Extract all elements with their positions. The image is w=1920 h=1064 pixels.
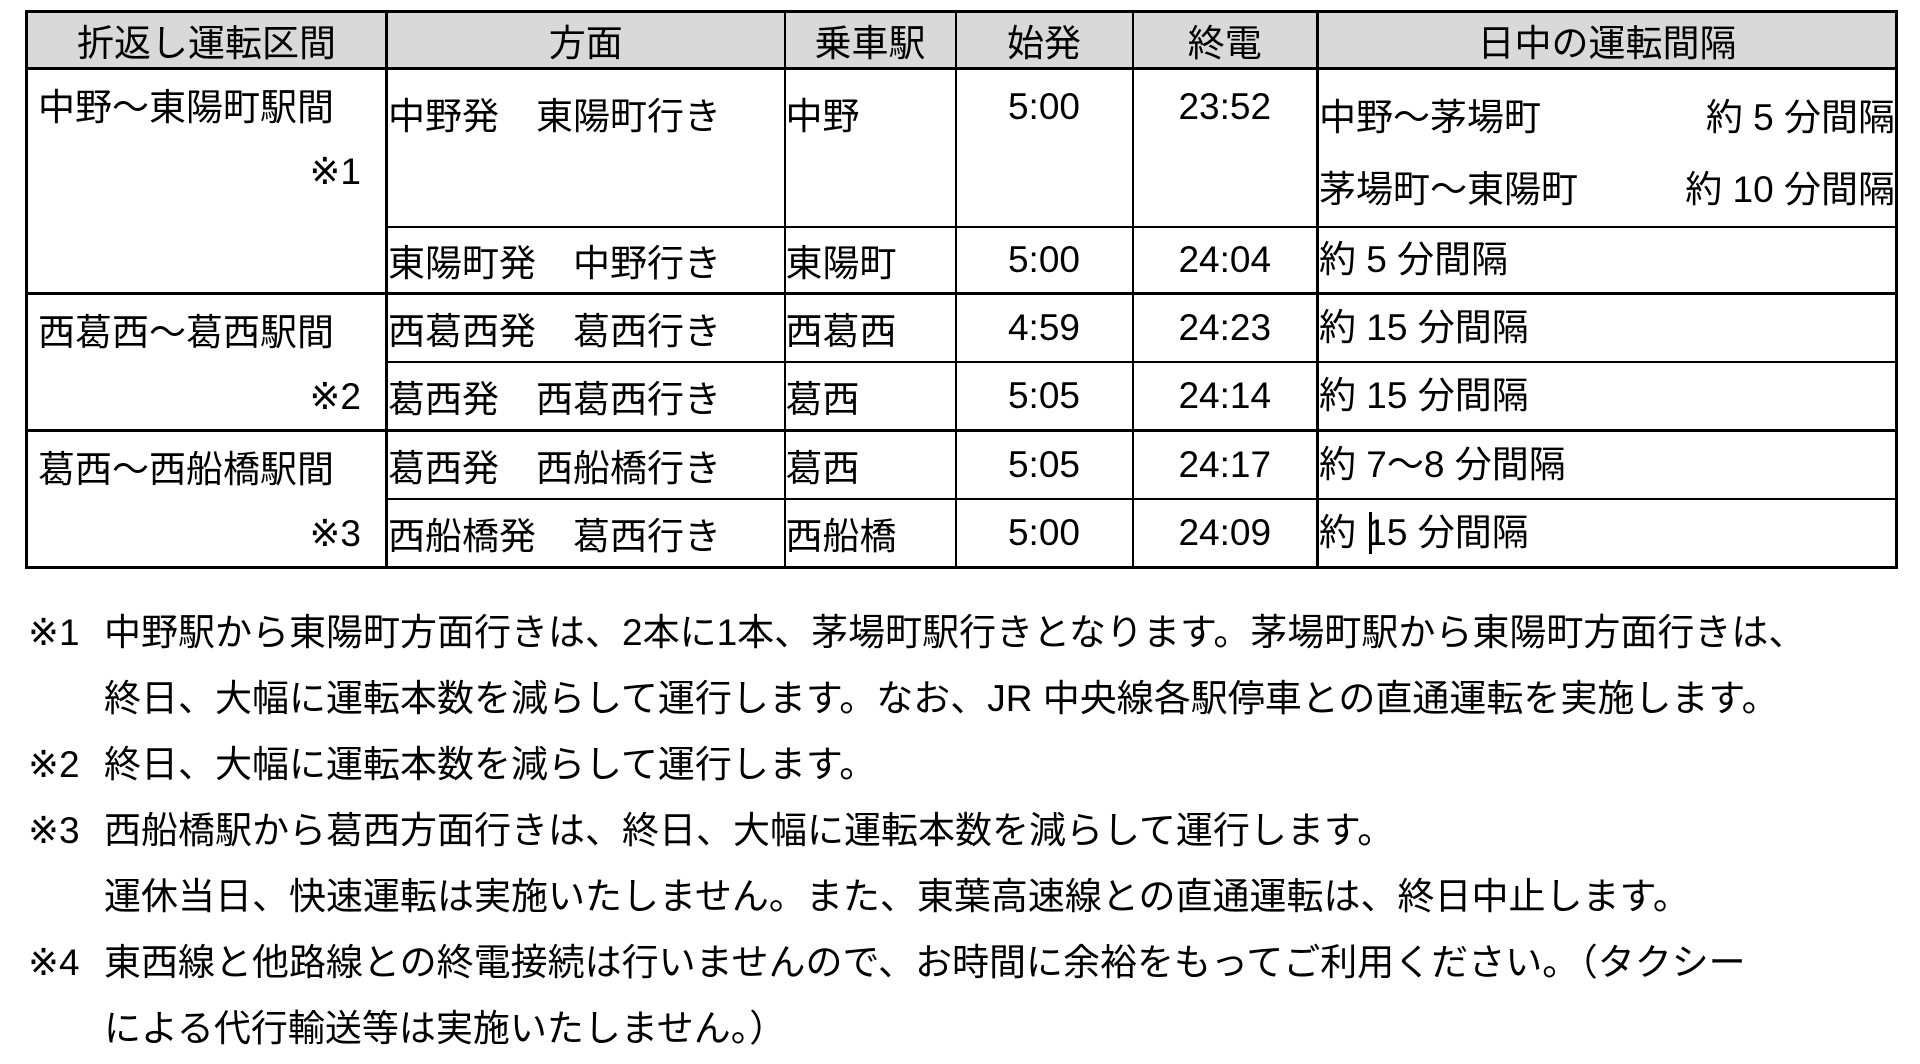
section-cell-nakano-toyocho: 中野～東陽町駅間 ※1 xyxy=(25,67,388,294)
footnote-line: 中野駅から東陽町方面行きは、2本に1本、茅場町駅行きとなります。茅場町駅から東陽… xyxy=(104,612,1806,653)
first-train-cell: 5:00 xyxy=(954,497,1134,568)
header-direction: 方面 xyxy=(385,10,786,70)
last-train-cell: 24:14 xyxy=(1131,360,1319,431)
interval-value: 約 5 分間隔 xyxy=(1319,238,1509,280)
station-cell: 西葛西 xyxy=(783,291,957,363)
first-train-cell: 5:05 xyxy=(954,428,1134,500)
interval-range: 中野～茅場町 xyxy=(1319,97,1542,138)
last-train-cell: 24:09 xyxy=(1131,497,1319,568)
section-range: 西葛西～葛西駅間 xyxy=(38,311,334,353)
interval-cell: 約 15 分間隔 xyxy=(1316,360,1898,431)
footnote-text: 終日、大幅に運転本数を減らして運行します。 xyxy=(104,732,1900,798)
interval-cell: 約 5 分間隔 xyxy=(1316,226,1898,294)
table-row: 葛西発 西葛西行き 葛西 5:05 24:14 約 15 分間隔 xyxy=(27,360,1898,431)
section-cell-nishikasai-kasai: 西葛西～葛西駅間 ※2 xyxy=(25,291,388,431)
footnote-text: 西船橋駅から葛西方面行きは、終日、大幅に運転本数を減らして運行します。 運休当日… xyxy=(104,798,1900,930)
last-train-cell: 23:52 xyxy=(1131,67,1319,228)
table-row: 西船橋発 葛西行き 西船橋 5:00 24:09 約 15 分間隔 xyxy=(27,497,1898,568)
direction-cell: 東陽町発 中野行き xyxy=(385,226,786,294)
footnote-line: による代行輸送等は実施いたしません。） xyxy=(104,1008,787,1049)
footnote-marker: ※4 xyxy=(28,942,80,983)
section-range: 中野～東陽町駅間 xyxy=(38,87,334,128)
header-boarding-station: 乗車駅 xyxy=(783,10,957,70)
section-note-ref: ※1 xyxy=(309,151,361,192)
interval-cell: 約 7～8 分間隔 xyxy=(1316,428,1898,500)
last-train-cell: 24:17 xyxy=(1131,428,1319,500)
interval-value: 約 15 分間隔 xyxy=(1319,511,1529,553)
first-train-cell: 5:05 xyxy=(954,360,1134,431)
interval-cell: 約 15 分間隔 xyxy=(1316,497,1898,568)
station-cell: 中野 xyxy=(783,67,957,228)
station-cell: 東陽町 xyxy=(783,226,957,294)
footnote-marker: ※1 xyxy=(28,612,80,653)
direction-cell: 葛西発 西船橋行き xyxy=(385,428,786,500)
footnote-3: ※3 西船橋駅から葛西方面行きは、終日、大幅に運転本数を減らして運行します。 運… xyxy=(28,798,1900,930)
interval-cell: 中野～茅場町 約 5 分間隔 茅場町～東陽町 約 10 分間隔 xyxy=(1316,67,1898,228)
station-cell: 西船橋 xyxy=(783,497,957,568)
footnote-line: 運休当日、快速運転は実施いたしません。また、東葉高速線との直通運転は、終日中止し… xyxy=(104,876,1690,917)
interval-value: 約 7～8 分間隔 xyxy=(1319,443,1566,485)
footnote-line: 東西線と他路線との終電接続は行いませんので、お時間に余裕をもってご利用ください。… xyxy=(104,942,1746,983)
first-train-cell: 4:59 xyxy=(954,291,1134,363)
first-train-cell: 5:00 xyxy=(954,67,1134,228)
footnote-line: 西船橋駅から葛西方面行きは、終日、大幅に運転本数を減らして運行します。 xyxy=(104,810,1395,851)
interval-lines: 中野～茅場町 約 5 分間隔 茅場町～東陽町 約 10 分間隔 xyxy=(1319,70,1895,225)
interval-value: 約 15 分間隔 xyxy=(1319,306,1529,348)
first-train-cell: 5:00 xyxy=(954,226,1134,294)
table-row: 葛西～西船橋駅間 ※3 葛西発 西船橋行き 葛西 5:05 24:17 約 7～… xyxy=(25,428,1898,568)
footnotes: ※1 中野駅から東陽町方面行きは、2本に1本、茅場町駅行きとなります。茅場町駅か… xyxy=(28,600,1900,1062)
interval-value: 約 5 分間隔 xyxy=(1705,97,1895,138)
footnote-text: 中野駅から東陽町方面行きは、2本に1本、茅場町駅行きとなります。茅場町駅から東陽… xyxy=(104,600,1900,732)
header-first-train: 始発 xyxy=(954,10,1134,70)
interval-range: 茅場町～東陽町 xyxy=(1319,169,1579,210)
table-row: 東陽町発 中野行き 東陽町 5:00 24:04 約 5 分間隔 xyxy=(27,226,1898,294)
table-row: 西葛西～葛西駅間 ※2 西葛西発 葛西行き 西葛西 4:59 24:23 約 1… xyxy=(25,291,1898,431)
header-daytime-interval: 日中の運転間隔 xyxy=(1316,10,1898,70)
footnote-line: 終日、大幅に運転本数を減らして運行します。なお、JR 中央線各駅停車との直通運転… xyxy=(104,678,1779,719)
last-train-cell: 24:04 xyxy=(1131,226,1319,294)
header-section: 折返し運転区間 xyxy=(25,10,388,70)
direction-cell: 西船橋発 葛西行き xyxy=(385,497,786,568)
footnote-line: 終日、大幅に運転本数を減らして運行します。 xyxy=(104,744,877,785)
station-cell: 葛西 xyxy=(783,360,957,431)
section-range: 葛西～西船橋駅間 xyxy=(38,448,334,490)
footnote-text: 東西線と他路線との終電接続は行いませんので、お時間に余裕をもってご利用ください。… xyxy=(104,930,1900,1062)
text-cursor xyxy=(1369,511,1372,554)
station-cell: 葛西 xyxy=(783,428,957,500)
interval-value: 約 10 分間隔 xyxy=(1685,169,1895,210)
interval-value: 約 15 分間隔 xyxy=(1319,374,1529,416)
turnback-operation-table: 折返し運転区間 方面 乗車駅 始発 終電 日中の運転間隔 中野～東陽町駅間 ※1… xyxy=(25,10,1898,569)
header-last-train: 終電 xyxy=(1131,10,1319,70)
table-header-row: 折返し運転区間 方面 乗車駅 始発 終電 日中の運転間隔 xyxy=(25,10,1898,70)
interval-cell: 約 15 分間隔 xyxy=(1316,291,1898,363)
footnote-4: ※4 東西線と他路線との終電接続は行いませんので、お時間に余裕をもってご利用くだ… xyxy=(28,930,1900,1062)
interval-line: 中野～茅場町 約 5 分間隔 xyxy=(1319,82,1895,154)
footnote-1: ※1 中野駅から東陽町方面行きは、2本に1本、茅場町駅行きとなります。茅場町駅か… xyxy=(28,600,1900,732)
section-cell-kasai-nishifunabashi: 葛西～西船橋駅間 ※3 xyxy=(25,428,388,568)
footnote-2: ※2 終日、大幅に運転本数を減らして運行します。 xyxy=(28,732,1900,798)
interval-line: 茅場町～東陽町 約 10 分間隔 xyxy=(1319,154,1895,225)
section-note-ref: ※2 xyxy=(309,375,361,417)
direction-cell: 西葛西発 葛西行き xyxy=(385,291,786,363)
direction-cell: 中野発 東陽町行き xyxy=(385,67,786,228)
footnote-marker: ※2 xyxy=(28,744,80,785)
section-note-ref: ※3 xyxy=(309,512,361,554)
footnote-marker: ※3 xyxy=(28,810,80,851)
direction-cell: 葛西発 西葛西行き xyxy=(385,360,786,431)
table-row: 中野～東陽町駅間 ※1 中野発 東陽町行き 中野 5:00 23:52 中野～茅… xyxy=(25,67,1898,294)
last-train-cell: 24:23 xyxy=(1131,291,1319,363)
